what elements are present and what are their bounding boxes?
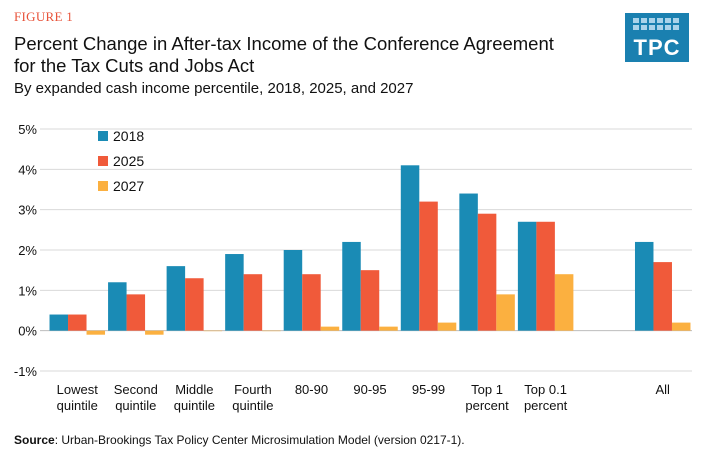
legend-swatch-2025 (98, 156, 108, 166)
x-tick-label: Second (114, 382, 158, 397)
y-tick-label: 4% (18, 162, 37, 177)
bar-2025 (68, 314, 87, 331)
bar-2025 (360, 270, 380, 331)
y-tick-label: 2% (18, 243, 37, 258)
x-tick-label: 80-90 (295, 382, 328, 397)
bar-2018 (166, 266, 186, 331)
x-tick-label: Lowest (57, 382, 99, 397)
bar-2018 (634, 241, 654, 331)
y-tick-label: 5% (18, 122, 37, 137)
bar-2027 (496, 294, 515, 331)
x-tick-label: 95-99 (412, 382, 445, 397)
x-tick-label: Top 1 (471, 382, 503, 397)
x-tick-label: Fourth (234, 382, 272, 397)
bar-2025 (126, 294, 146, 331)
bar-2025 (653, 262, 672, 331)
y-tick-label: 3% (18, 203, 37, 218)
legend-swatch-2027 (98, 181, 108, 191)
bar-2027 (554, 274, 574, 331)
x-tick-label: quintile (232, 398, 273, 413)
x-tick-label: Middle (175, 382, 213, 397)
bar-2025 (302, 274, 321, 331)
chart-subtitle: By expanded cash income percentile, 2018… (14, 80, 414, 97)
x-tick-label: quintile (115, 398, 156, 413)
x-tick-label: quintile (57, 398, 98, 413)
logo-text: TPC (633, 35, 681, 60)
x-tick-label: quintile (174, 398, 215, 413)
bar-2027 (145, 330, 164, 335)
bar-2025 (185, 278, 204, 331)
source-label: Source (14, 433, 55, 447)
source-note: Source: Urban-Brookings Tax Policy Cente… (14, 433, 465, 447)
bar-2025 (243, 274, 263, 331)
x-tick-label: percent (524, 398, 568, 413)
bar-2027 (320, 326, 340, 331)
bar-2027 (671, 322, 691, 331)
bar-2018 (283, 250, 303, 331)
bar-2025 (477, 213, 497, 331)
bar-2018 (517, 221, 537, 331)
bar-2027 (437, 322, 457, 331)
bar-2027 (203, 330, 223, 332)
x-tick-label: 90-95 (353, 382, 386, 397)
y-tick-label: 1% (18, 283, 37, 298)
legend-label: 2018 (113, 128, 144, 144)
source-text: : Urban-Brookings Tax Policy Center Micr… (54, 433, 465, 447)
x-tick-label: percent (465, 398, 509, 413)
legend-swatch-2018 (98, 131, 108, 141)
bar-2018 (225, 254, 244, 331)
x-tick-label: All (656, 382, 671, 397)
bar-2018 (400, 165, 420, 331)
bar-2027 (379, 326, 398, 331)
bar-2018 (49, 314, 69, 331)
bar-2027 (262, 330, 281, 332)
logo-grid-icon (633, 18, 681, 30)
bar-2027 (86, 330, 106, 335)
chart-title: Percent Change in After-tax Income of th… (14, 33, 554, 76)
figure-label: FIGURE 1 (14, 9, 74, 24)
tpc-logo: TPC (625, 13, 689, 62)
y-tick-label: 0% (18, 324, 37, 339)
bar-2018 (108, 282, 127, 331)
y-tick-label: -1% (14, 364, 38, 379)
bar-2025 (536, 221, 555, 331)
legend-label: 2027 (113, 178, 144, 194)
bar-2025 (419, 201, 438, 331)
bar-2018 (342, 241, 361, 331)
bar-2018 (459, 193, 478, 331)
legend-label: 2025 (113, 153, 144, 169)
x-tick-label: Top 0.1 (524, 382, 567, 397)
